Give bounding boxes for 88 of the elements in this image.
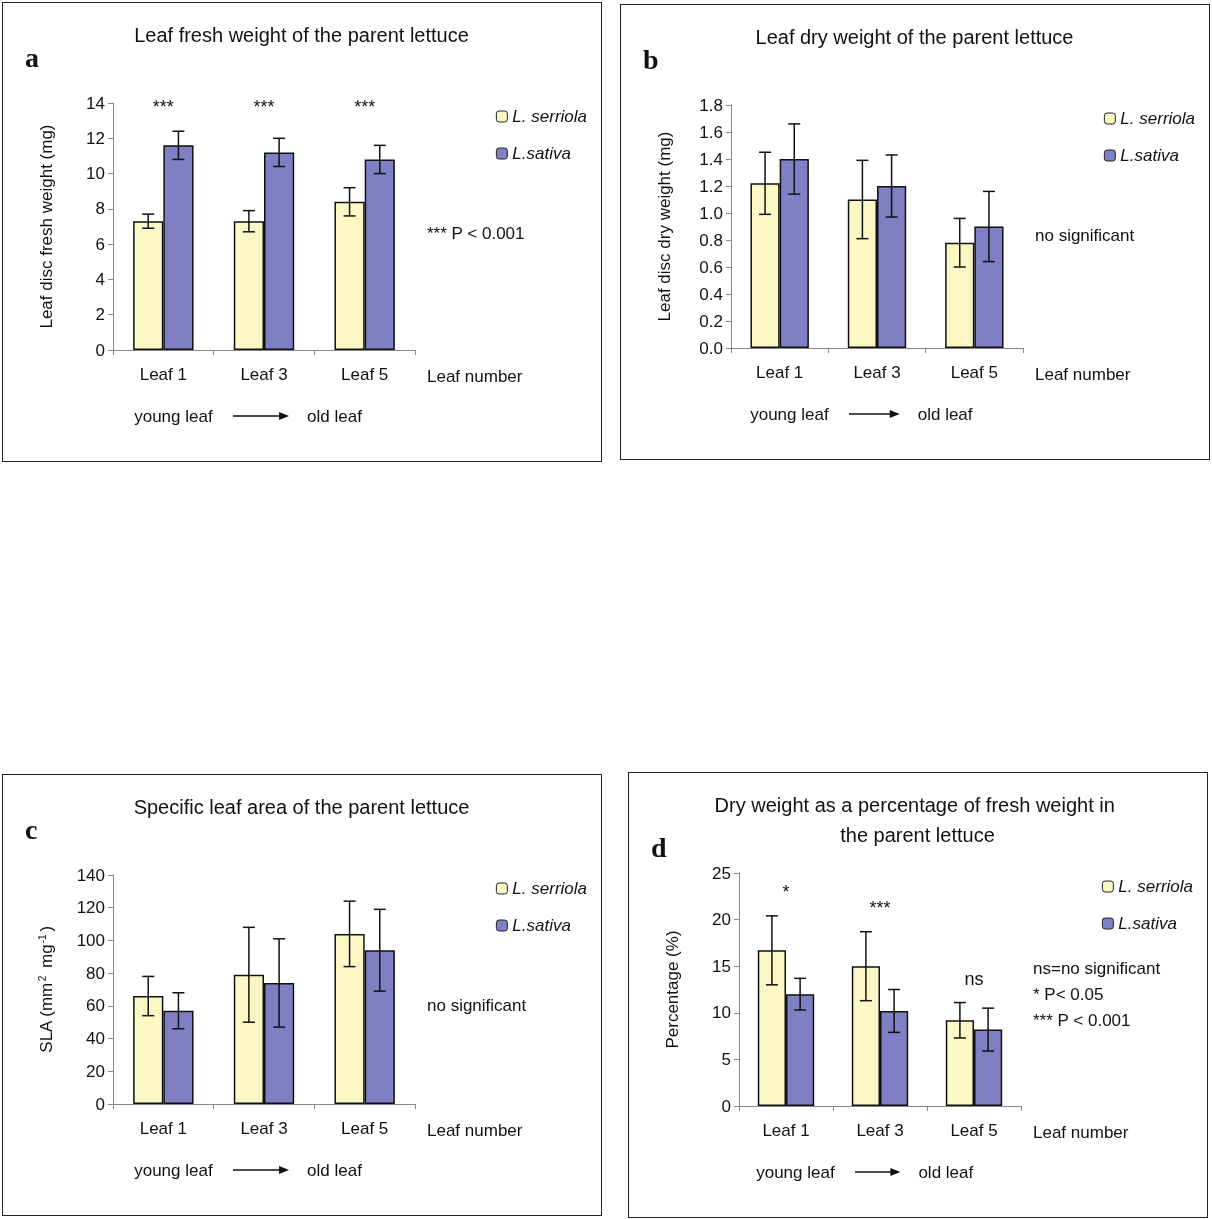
text: no significant: [1035, 225, 1135, 245]
y-tick-label: 0.4: [699, 284, 723, 304]
y-tick-label: 4: [95, 269, 105, 289]
y-tick-label: 10: [86, 164, 105, 184]
y-tick-label: 25: [712, 863, 731, 883]
x-tick-label: Leaf 3: [853, 363, 901, 382]
text: d: [651, 831, 667, 863]
x-tick-label: Leaf 5: [341, 365, 389, 384]
y-tick-label: 140: [76, 865, 105, 885]
y-tick-label: 1.4: [699, 149, 723, 169]
annotation: ns: [964, 968, 984, 989]
x-tick-label: Leaf 1: [756, 363, 804, 382]
text: old leaf: [307, 1160, 363, 1180]
legend-label: L. serriola: [512, 107, 587, 126]
y-tick-label: 0: [721, 1096, 731, 1116]
x-tick-label: Leaf 5: [950, 1121, 998, 1140]
text: b: [643, 43, 659, 75]
y-tick-label: 100: [76, 930, 105, 950]
y-tick-label: 1.0: [699, 203, 723, 223]
y-tick-label: 80: [86, 963, 105, 983]
y-tick-label: 1.2: [699, 176, 723, 196]
text: young leaf: [134, 1160, 213, 1180]
y-tick-label: 12: [86, 128, 105, 148]
y-tick-label: 8: [95, 199, 105, 219]
text: * P< 0.05: [1033, 984, 1104, 1004]
y-axis-title: SLA (mm2 mg-1): [36, 925, 56, 1053]
text: young leaf: [134, 406, 213, 426]
text: old leaf: [918, 1162, 974, 1182]
x-tick-label: Leaf 3: [240, 365, 288, 384]
chart-title: Leaf dry weight of the parent lettuce: [755, 26, 1074, 48]
y-tick-label: 0: [95, 1094, 105, 1114]
legend-label: L. serriola: [1120, 109, 1195, 128]
y-axis-title: Leaf disc fresh weight (mg): [37, 124, 56, 329]
y-tick-label: 5: [721, 1049, 731, 1069]
legend-label: L. serriola: [1118, 877, 1193, 896]
annotation: ***: [354, 97, 376, 117]
x-axis-title: Leaf number: [427, 1121, 523, 1140]
text: *** P < 0.001: [427, 223, 525, 243]
legend-label: L.sativa: [512, 916, 571, 935]
y-tick-label: 20: [712, 910, 731, 930]
y-axis-title: Percentage (%): [663, 930, 682, 1049]
y-tick-label: 0.2: [699, 311, 723, 331]
legend-label: L.sativa: [1120, 146, 1179, 165]
y-axis-title: Leaf disc dry weight (mg): [655, 131, 674, 322]
y-tick-label: 2: [95, 305, 105, 325]
annotation: *: [782, 881, 790, 902]
y-tick-label: 0.6: [699, 257, 723, 277]
text: young leaf: [750, 404, 829, 424]
y-tick-label: 20: [86, 1061, 105, 1081]
x-axis-title: Leaf number: [1035, 365, 1131, 384]
annotation: ***: [152, 97, 174, 117]
x-tick-label: Leaf 3: [240, 1119, 288, 1138]
text: a: [25, 41, 39, 73]
y-tick-label: 0.8: [699, 230, 723, 250]
text: old leaf: [307, 406, 363, 426]
y-tick-label: 10: [712, 1003, 731, 1023]
x-tick-label: Leaf 1: [139, 365, 187, 384]
y-tick-label: 0: [95, 340, 105, 360]
legend-label: L. serriola: [512, 879, 587, 898]
y-tick-label: 14: [86, 93, 105, 113]
annotation: ***: [253, 97, 275, 117]
text: young leaf: [756, 1162, 835, 1182]
text: *** P < 0.001: [1033, 1010, 1131, 1030]
annotation: ***: [869, 897, 891, 918]
text: old leaf: [917, 404, 973, 424]
x-tick-label: Leaf 5: [950, 363, 998, 382]
text: ns=no significant: [1033, 958, 1161, 978]
x-axis-title: Leaf number: [1033, 1123, 1129, 1142]
chart-title: Leaf fresh weight of the parent lettuce: [134, 24, 469, 46]
x-tick-label: Leaf 1: [762, 1121, 810, 1140]
chart-title: Dry weight as a percentage of fresh weight in the parent lettuce: [714, 794, 1121, 846]
y-tick-label: 60: [86, 996, 105, 1016]
legend-label: L.sativa: [512, 144, 571, 163]
y-tick-label: 1.6: [699, 122, 723, 142]
x-axis-title: Leaf number: [427, 367, 523, 386]
x-tick-label: Leaf 5: [341, 1119, 389, 1138]
x-tick-label: Leaf 3: [856, 1121, 904, 1140]
legend-label: L.sativa: [1118, 914, 1177, 933]
text: c: [25, 813, 38, 845]
y-tick-label: 120: [76, 898, 105, 918]
y-tick-label: 0.0: [699, 338, 723, 358]
text: no significant: [427, 995, 527, 1015]
y-tick-label: 6: [95, 234, 105, 254]
y-tick-label: 1.8: [699, 95, 723, 115]
y-tick-label: 40: [86, 1029, 105, 1049]
chart-title: Specific leaf area of the parent lettuce: [133, 796, 470, 818]
x-tick-label: Leaf 1: [139, 1119, 187, 1138]
y-tick-label: 15: [712, 956, 731, 976]
